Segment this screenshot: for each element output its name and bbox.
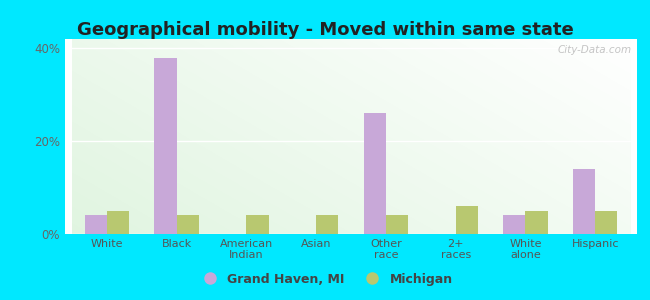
Bar: [595, 211, 617, 234]
Bar: [154, 58, 177, 234]
Bar: [386, 215, 408, 234]
Legend: Grand Haven, MI, Michigan: Grand Haven, MI, Michigan: [192, 268, 458, 291]
Text: City-Data.com: City-Data.com: [557, 45, 631, 55]
Text: Geographical mobility - Moved within same state: Geographical mobility - Moved within sam…: [77, 21, 573, 39]
Bar: [503, 215, 525, 234]
Bar: [84, 215, 107, 234]
Bar: [107, 211, 129, 234]
Bar: [573, 169, 595, 234]
Bar: [246, 215, 268, 234]
Bar: [363, 113, 386, 234]
Bar: [316, 215, 339, 234]
Bar: [525, 211, 548, 234]
Bar: [177, 215, 199, 234]
Bar: [456, 206, 478, 234]
